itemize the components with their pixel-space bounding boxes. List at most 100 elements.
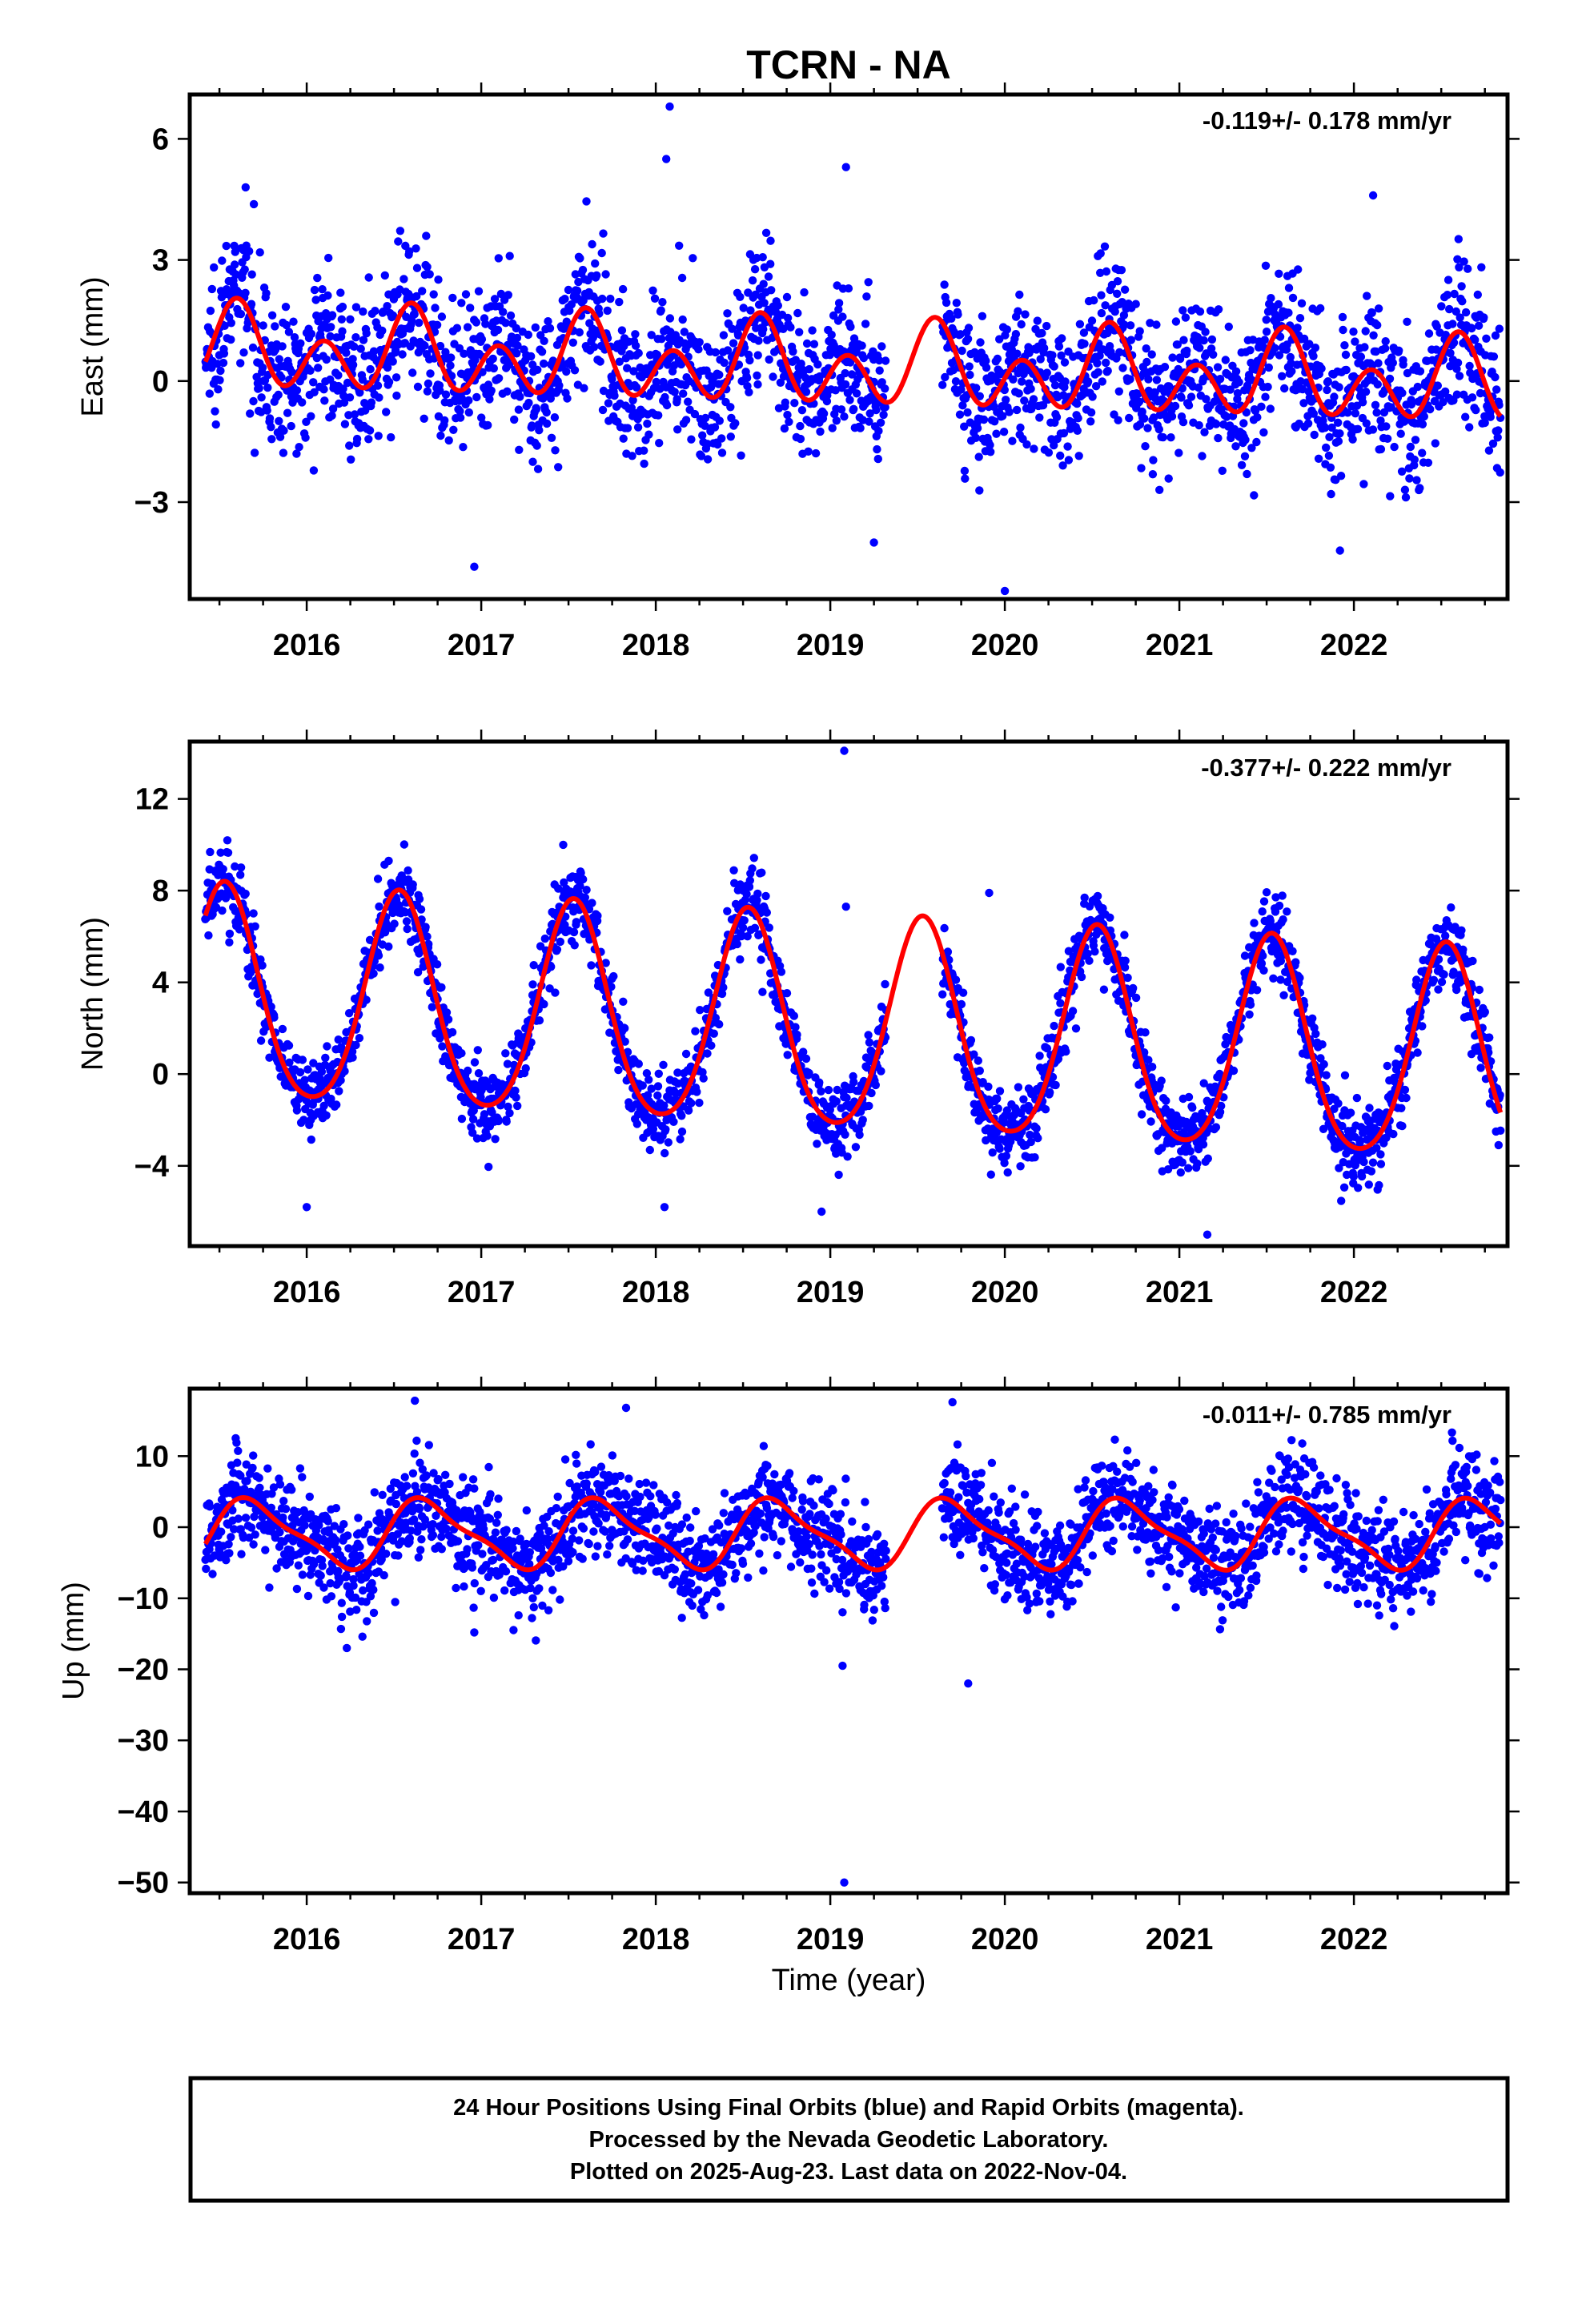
data-point bbox=[1058, 334, 1066, 343]
data-point bbox=[841, 1130, 849, 1140]
data-point bbox=[940, 923, 949, 933]
data-point bbox=[1056, 451, 1065, 460]
data-point bbox=[675, 241, 684, 250]
data-point bbox=[322, 355, 331, 364]
data-point bbox=[531, 323, 540, 332]
data-point bbox=[1294, 265, 1303, 274]
data-point bbox=[617, 326, 627, 335]
data-point bbox=[1150, 388, 1159, 397]
data-point bbox=[881, 356, 890, 365]
data-point bbox=[1275, 351, 1284, 360]
data-point bbox=[1291, 958, 1300, 967]
data-point bbox=[470, 1058, 480, 1067]
data-point bbox=[1437, 302, 1446, 311]
data-point bbox=[263, 406, 271, 415]
data-point bbox=[373, 381, 383, 390]
data-point bbox=[1073, 426, 1082, 435]
data-point bbox=[1288, 947, 1297, 956]
data-point bbox=[1376, 416, 1385, 425]
data-point bbox=[494, 254, 503, 263]
data-point bbox=[292, 386, 302, 395]
data-point bbox=[1327, 489, 1335, 499]
data-point bbox=[570, 366, 580, 375]
data-point bbox=[362, 995, 371, 1004]
data-point bbox=[544, 317, 552, 326]
data-point bbox=[448, 1027, 457, 1037]
data-point bbox=[423, 387, 432, 396]
data-point bbox=[720, 358, 729, 368]
data-point bbox=[599, 229, 608, 238]
data-point bbox=[1233, 388, 1243, 398]
data-point bbox=[1071, 1024, 1081, 1033]
data-point bbox=[250, 448, 259, 457]
data-point bbox=[367, 398, 376, 407]
data-point bbox=[350, 410, 359, 419]
data-point bbox=[647, 331, 656, 340]
data-point bbox=[384, 377, 394, 387]
data-point bbox=[1026, 1137, 1035, 1147]
data-point bbox=[340, 420, 350, 428]
data-point bbox=[1358, 398, 1367, 407]
data-point bbox=[1194, 383, 1203, 392]
data-point bbox=[1144, 1055, 1153, 1064]
data-point bbox=[446, 361, 455, 370]
data-point bbox=[742, 373, 752, 383]
data-point bbox=[1341, 350, 1351, 360]
data-point bbox=[532, 404, 541, 414]
data-point bbox=[1020, 396, 1029, 405]
data-point bbox=[628, 396, 637, 404]
data-point bbox=[998, 412, 1007, 420]
data-point bbox=[875, 366, 884, 375]
data-point bbox=[401, 908, 410, 917]
data-point bbox=[975, 1066, 985, 1076]
data-point bbox=[425, 270, 434, 279]
data-point bbox=[713, 440, 722, 449]
data-point bbox=[1184, 401, 1194, 410]
data-point bbox=[1021, 310, 1030, 319]
data-point bbox=[340, 1067, 349, 1076]
data-point bbox=[1090, 947, 1099, 956]
data-point bbox=[359, 336, 368, 344]
data-point bbox=[1148, 470, 1158, 479]
data-point bbox=[494, 374, 504, 383]
data-point bbox=[1390, 442, 1399, 452]
data-point bbox=[249, 199, 259, 209]
data-point bbox=[1119, 311, 1129, 320]
data-point bbox=[219, 865, 227, 874]
data-point bbox=[282, 320, 291, 330]
data-point bbox=[270, 1013, 279, 1022]
data-point bbox=[285, 1058, 294, 1068]
data-point bbox=[1117, 266, 1126, 275]
data-point bbox=[719, 331, 729, 340]
data-point bbox=[1477, 263, 1486, 271]
data-point bbox=[258, 363, 267, 372]
data-point bbox=[1019, 1095, 1028, 1104]
data-point bbox=[789, 1011, 798, 1020]
data-point bbox=[1357, 1172, 1367, 1181]
data-point bbox=[1484, 446, 1494, 455]
data-point bbox=[1086, 417, 1095, 426]
data-point bbox=[362, 329, 371, 338]
data-point bbox=[656, 306, 665, 315]
data-point bbox=[274, 390, 283, 400]
data-point bbox=[588, 899, 596, 907]
data-point bbox=[797, 406, 807, 415]
data-point bbox=[801, 388, 811, 396]
data-point bbox=[1062, 1047, 1070, 1056]
data-point bbox=[984, 1082, 993, 1092]
data-point bbox=[606, 294, 615, 304]
data-point bbox=[416, 905, 426, 914]
data-point bbox=[1199, 1079, 1208, 1088]
data-point bbox=[999, 428, 1009, 436]
data-point bbox=[267, 423, 275, 432]
data-point bbox=[576, 882, 584, 891]
data-point bbox=[951, 975, 961, 984]
data-point bbox=[1450, 289, 1459, 299]
data-point bbox=[230, 241, 239, 251]
data-point bbox=[464, 396, 473, 405]
data-point bbox=[1040, 344, 1049, 352]
data-point bbox=[1158, 1144, 1166, 1152]
data-point bbox=[510, 415, 519, 424]
data-point bbox=[993, 354, 1002, 364]
data-point bbox=[220, 321, 229, 330]
